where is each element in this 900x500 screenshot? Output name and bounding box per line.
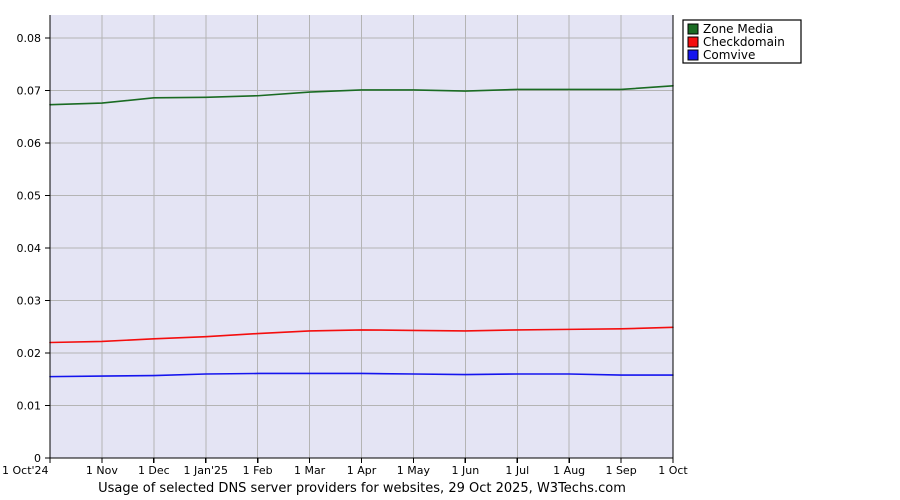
series-line-checkdomain [49,326,674,344]
y-tick-label: 0.08 [17,32,42,45]
legend-label-zone-media: Zone Media [703,22,773,36]
x-tick-label: 1 Aug [553,464,585,477]
x-gridlines [49,15,674,463]
x-tick-label: 1 Feb [243,464,273,477]
x-tick-label: 1 Jun [451,464,479,477]
x-tick-label: 1 Apr [347,464,377,477]
legend-item-checkdomain: Checkdomain [687,35,785,49]
x-tick-labels: 1 Oct'24 1 Nov 1 Dec 1 Jan'25 1 Feb 1 Mar 1 Ap… [2,464,688,477]
x-tick-label: 1 Mar [294,464,326,477]
legend-item-comvive: Comvive [687,48,755,62]
x-tick-label: 1 Jul [505,464,529,477]
x-tick-label: 1 Jan'25 [184,464,228,477]
series-line-zone-media [49,84,674,106]
y-tick-label: 0.01 [17,400,42,413]
x-tick-label: 1 Oct [658,464,688,477]
y-tick-labels: 0 0.01 0.02 0.03 0.04 0.05 0.06 0.07 0.08 [17,32,42,465]
chart-caption: Usage of selected DNS server providers f… [98,481,626,496]
series-lines [49,84,674,378]
y-tick-label: 0.07 [17,85,42,98]
y-tick-label: 0.03 [17,295,42,308]
series-line-comvive [49,372,674,378]
y-tick-label: 0.06 [17,137,42,150]
x-tick-label: 1 Nov [86,464,118,477]
y-tick-label: 0.02 [17,347,42,360]
x-tick-label: 1 May [397,464,431,477]
legend-swatch-comvive [687,49,699,61]
legend-box [682,19,802,64]
x-tick-label: 1 Oct'24 [2,464,49,477]
y-tick-label: 0 [34,452,41,465]
legend-label-comvive: Comvive [703,48,755,62]
legend-label-checkdomain: Checkdomain [703,35,785,49]
y-tick-label: 0.04 [17,242,42,255]
chart-legend: Zone Media Checkdomain Comvive [682,19,802,64]
legend-item-zone-media: Zone Media [687,22,773,36]
y-tick-label: 0.05 [17,190,42,203]
legend-swatch-checkdomain [687,36,699,48]
legend-swatch-zone-media [687,23,699,35]
x-tick-label: 1 Dec [138,464,170,477]
x-tick-label: 1 Sep [605,464,636,477]
